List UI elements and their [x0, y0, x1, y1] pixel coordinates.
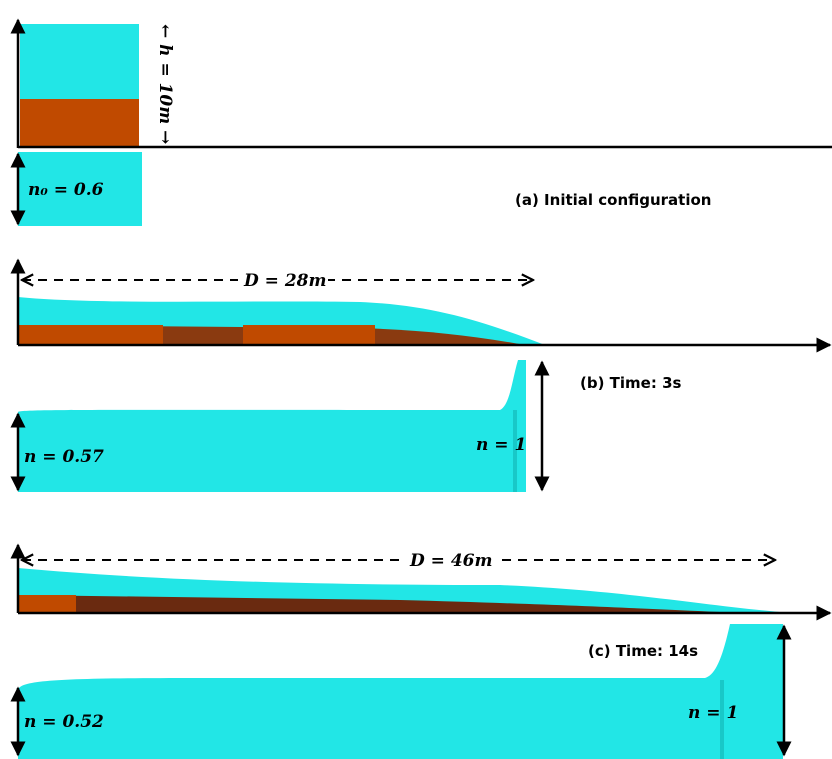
- caption: (a) Initial configuration: [515, 191, 711, 209]
- soil-band: [243, 325, 375, 345]
- water-column: [20, 24, 139, 99]
- panel-b: D = 28m n = 0.57 n = 1 (b) Time: 3s: [18, 260, 830, 492]
- height-label: ← h = 10m →: [155, 24, 175, 144]
- distance-label: D = 28m: [243, 271, 326, 291]
- porosity-label: n = 0.52: [24, 712, 104, 732]
- soil-column: [20, 99, 139, 146]
- distance-label: D = 46m: [409, 551, 492, 571]
- front-label: n = 1: [476, 435, 526, 455]
- caption: (b) Time: 3s: [580, 374, 682, 392]
- soil-band: [18, 325, 163, 345]
- front-label: n = 1: [688, 703, 738, 723]
- panel-c: D = 46m n = 0.52 n = 1 (c) Time: 14s: [18, 545, 830, 759]
- porosity-field: [18, 360, 526, 492]
- figure: ← h = 10m → n₀ = 0.6 (a) Initial configu…: [0, 0, 832, 759]
- porosity-label: n₀ = 0.6: [28, 180, 104, 200]
- panel-a: ← h = 10m → n₀ = 0.6 (a) Initial configu…: [18, 20, 832, 226]
- caption: (c) Time: 14s: [588, 642, 698, 660]
- soil-band: [18, 595, 76, 612]
- porosity-label: n = 0.57: [24, 447, 104, 467]
